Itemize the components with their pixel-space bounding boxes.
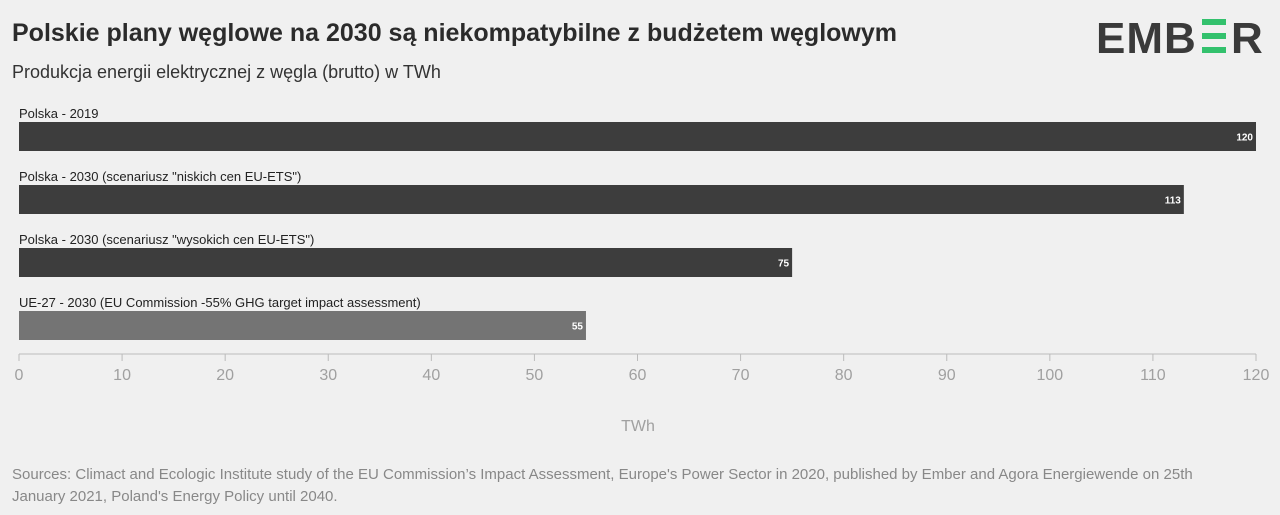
x-tick-label: 50 bbox=[526, 367, 544, 384]
source-note: Sources: Climact and Ecologic Institute … bbox=[12, 466, 1193, 505]
x-tick-label: 40 bbox=[422, 367, 440, 384]
bar bbox=[19, 311, 586, 340]
x-tick-label: 80 bbox=[835, 367, 853, 384]
ember-logo: EMB R bbox=[1096, 14, 1263, 60]
bar bbox=[19, 248, 793, 277]
x-tick-label: 70 bbox=[732, 367, 750, 384]
bar-chart: Polska - 2019 120 Polska - 2030 (scenarius… bbox=[15, 106, 1270, 435]
chart-subtitle: Produkcja energii elektrycznej z węgla (… bbox=[12, 62, 441, 82]
x-tick-label: 0 bbox=[15, 367, 24, 384]
category-label: Polska - 2030 (scenariusz "wysokich cen … bbox=[19, 232, 314, 247]
ember-logo-text: EMB bbox=[1096, 14, 1197, 60]
x-tick-label: 120 bbox=[1243, 367, 1270, 384]
x-axis-title: TWh bbox=[621, 418, 655, 435]
x-tick-label: 100 bbox=[1036, 367, 1063, 384]
x-tick-label: 110 bbox=[1140, 367, 1166, 384]
ember-logo-accent-e bbox=[1202, 19, 1226, 53]
x-tick-label: 30 bbox=[319, 367, 337, 384]
x-tick-label: 20 bbox=[216, 367, 234, 384]
x-tick-label: 10 bbox=[113, 367, 131, 384]
svg-text:R: R bbox=[1231, 14, 1263, 60]
bar bbox=[19, 122, 1256, 151]
bar-value-label: 55 bbox=[572, 322, 584, 333]
bar-value-label: 120 bbox=[1236, 133, 1253, 144]
bar-value-label: 113 bbox=[1165, 196, 1182, 207]
bar-value-label: 75 bbox=[778, 259, 790, 270]
bar bbox=[19, 185, 1184, 214]
category-label: Polska - 2019 bbox=[19, 106, 99, 121]
category-label: UE-27 - 2030 (EU Commission -55% GHG tar… bbox=[19, 295, 421, 310]
x-tick-label: 90 bbox=[938, 367, 956, 384]
chart-title: Polskie plany węglowe na 2030 są niekomp… bbox=[12, 19, 897, 47]
x-tick-label: 60 bbox=[629, 367, 647, 384]
category-label: Polska - 2030 (scenariusz "niskich cen E… bbox=[19, 169, 301, 184]
